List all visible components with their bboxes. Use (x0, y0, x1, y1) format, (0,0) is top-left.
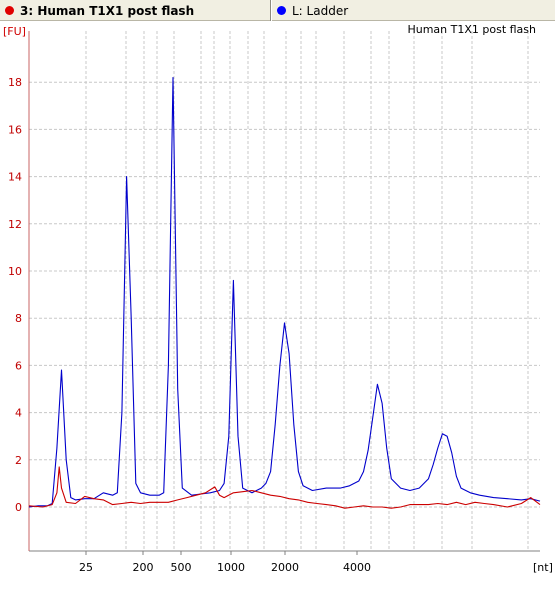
y-tick-label: 8 (15, 312, 22, 325)
y-tick-label: 4 (15, 407, 22, 420)
y-tick-label: 0 (15, 501, 22, 514)
tab-ladder[interactable]: L: Ladder (271, 0, 555, 21)
ladder-trace (28, 76, 541, 508)
y-tick-label: 12 (8, 218, 22, 231)
y-tick-label: 18 (8, 76, 22, 89)
chart-svg: 0 2 4 6 8 10 12 14 16 18 25 200 500 1000 2000 4000 [FU… (3, 23, 553, 574)
x-tick-label: 500 (171, 561, 192, 574)
x-tick-label: 4000 (343, 561, 371, 574)
tab-sample-label: 3: Human T1X1 post flash (20, 3, 195, 18)
tab-sample[interactable]: 3: Human T1X1 post flash (0, 0, 271, 21)
x-tick-label: 1000 (217, 561, 245, 574)
y-tick-label: 10 (8, 265, 22, 278)
electropherogram-chart: 0 2 4 6 8 10 12 14 16 18 25 200 500 1000 2000 4000 [FU… (0, 21, 555, 586)
axes (28, 31, 540, 552)
x-axis-label: [nt] (533, 561, 553, 574)
x-tick-label: 25 (79, 561, 93, 574)
series (28, 76, 541, 509)
y-axis-label: [FU] (3, 25, 26, 38)
y-tick-labels: 0 2 4 6 8 10 12 14 16 18 (8, 76, 22, 514)
blue-dot-icon (277, 6, 286, 15)
tab-bar: 3: Human T1X1 post flash L: Ladder (0, 0, 555, 21)
x-tick-label: 2000 (271, 561, 299, 574)
sample-trace (28, 466, 541, 509)
x-tick-labels: 25 200 500 1000 2000 4000 (79, 551, 371, 574)
grid (29, 31, 540, 551)
chart-title: Human T1X1 post flash (407, 23, 536, 36)
tab-ladder-label: L: Ladder (292, 3, 349, 18)
y-tick-label: 6 (15, 359, 22, 372)
y-tick-label: 14 (8, 171, 22, 184)
y-tick-label: 2 (15, 454, 22, 467)
x-tick-label: 200 (133, 561, 154, 574)
red-dot-icon (5, 6, 14, 15)
y-tick-label: 16 (8, 123, 22, 136)
